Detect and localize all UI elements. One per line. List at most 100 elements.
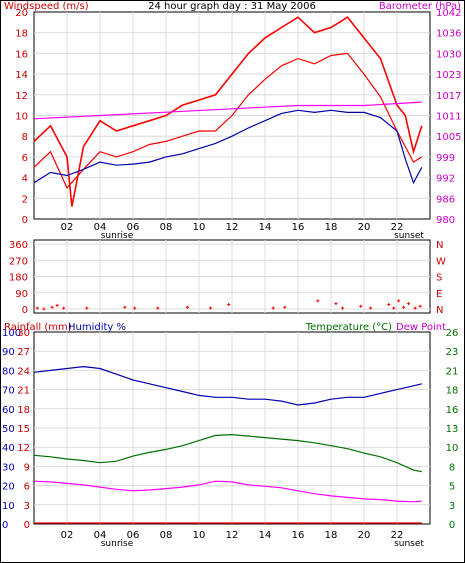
barometer-tick-label: 1036	[436, 29, 461, 40]
humidity-x-tick-label: 04	[94, 530, 107, 541]
direction-tick-label: 180	[9, 273, 28, 284]
sunset-label: sunset	[394, 231, 424, 241]
wind-direction-point	[35, 306, 39, 310]
humidity-tick-label: 50	[2, 424, 15, 435]
humidity-x-tick-label: 16	[292, 530, 305, 541]
wind-x-tick-label: 12	[226, 222, 239, 233]
wind-direction-point	[418, 304, 422, 308]
humidity-tick-label: 10	[2, 501, 15, 512]
wind-direction-point	[185, 305, 189, 309]
wind-tick-label: 0	[22, 215, 28, 226]
humidity-tick-label: 100	[2, 328, 21, 339]
barometer-tick-label: 1017	[436, 91, 461, 102]
wind-direction-point	[334, 302, 338, 306]
wind-x-tick-label: 20	[358, 222, 371, 233]
humidity-x-tick-label: 20	[358, 530, 371, 541]
temperature-tick-label: 3	[449, 501, 455, 512]
wind-x-tick-label: 22	[391, 222, 404, 233]
wind-x-tick-label: 04	[94, 222, 107, 233]
wind-direction-point	[156, 306, 160, 310]
temperature-tick-label: 18	[446, 386, 459, 397]
compass-tick-label: N	[436, 240, 443, 251]
series-windspeed	[33, 52, 423, 189]
temperature-tick-label: 8	[449, 462, 455, 473]
wind-direction-point	[227, 302, 231, 306]
barometer-tick-label: 1011	[436, 112, 461, 123]
humidity-tick-label: 60	[2, 405, 15, 416]
rainfall-axis-label: Rainfall (mm)	[4, 322, 72, 333]
direction-tick-label: 0	[22, 305, 28, 316]
wind-direction-point	[392, 306, 396, 310]
wind-tick-label: 12	[15, 91, 28, 102]
wind-direction-point	[85, 306, 89, 310]
compass-tick-label: S	[436, 273, 442, 284]
temperature-tick-label: 10	[446, 443, 459, 454]
barometer-tick-label: 1030	[436, 49, 461, 60]
temperature-tick-label: 26	[446, 328, 459, 339]
humidity-tick-label: 40	[2, 443, 15, 454]
humidity-axis-label: Humidity %	[68, 322, 126, 333]
wind-direction-point	[316, 299, 320, 303]
temperature-tick-label: 13	[446, 424, 459, 435]
wind-direction-point	[283, 305, 287, 309]
wind-direction-point	[133, 306, 137, 310]
humidity-tick-label: 90	[2, 347, 15, 358]
wind-tick-label: 4	[22, 174, 28, 185]
series-dew-point	[33, 480, 422, 503]
direction-tick-label: 90	[15, 289, 28, 300]
wind-x-tick-label: 18	[325, 222, 338, 233]
temperature-tick-label: 16	[446, 405, 459, 416]
rain-tick-label: 30	[17, 328, 30, 339]
barometer-tick-label: 999	[436, 153, 455, 164]
dewpoint-axis-label: Dew Point	[396, 322, 446, 333]
rain-tick-label: 3	[24, 501, 30, 512]
direction-tick-label: 270	[9, 256, 28, 267]
humidity-tick-label: 30	[2, 462, 15, 473]
compass-tick-label: W	[436, 256, 446, 267]
direction-tick-label: 360	[9, 240, 28, 251]
wind-tick-label: 8	[22, 132, 28, 143]
wind-direction-point	[271, 306, 275, 310]
wind-x-tick-label: 02	[61, 222, 74, 233]
rain-tick-label: 27	[17, 347, 30, 358]
wind-direction-point	[62, 306, 66, 310]
wind-direction-point	[55, 303, 59, 307]
rain-tick-label: 21	[17, 386, 30, 397]
barometer-tick-label: 986	[436, 194, 455, 205]
wind-x-tick-label: 08	[160, 222, 173, 233]
humidity-x-tick-label: 22	[391, 530, 404, 541]
windspeed-axis-label: Windspeed (m/s)	[4, 1, 89, 12]
wind-tick-label: 20	[15, 8, 28, 19]
temperature-tick-label: 5	[449, 482, 455, 493]
humidity-x-tick-label: 06	[127, 530, 140, 541]
series-temperature	[33, 433, 422, 473]
rain-tick-label: 18	[17, 405, 30, 416]
wind-tick-label: 6	[22, 153, 28, 164]
humidity-tick-label: 80	[2, 366, 15, 377]
series-humidity	[33, 365, 422, 406]
graph-title: 24 hour graph day : 31 May 2006	[148, 1, 316, 12]
wind-x-tick-label: 10	[193, 222, 206, 233]
wind-direction-point	[341, 306, 345, 310]
barometer-tick-label: 1005	[436, 132, 461, 143]
rain-tick-label: 9	[24, 462, 30, 473]
humidity-x-tick-label: 18	[325, 530, 338, 541]
series-barometer	[33, 101, 422, 120]
humidity-x-tick-label: 02	[61, 530, 74, 541]
rain-tick-label: 12	[17, 443, 30, 454]
wind-direction-point	[359, 304, 363, 308]
temperature-axis-label: Temperature (°C)	[305, 322, 392, 333]
rain-tick-label: 0	[24, 520, 30, 531]
rain-tick-label: 6	[24, 482, 30, 493]
wind-direction-point	[413, 306, 417, 310]
series-average	[33, 109, 423, 185]
wind-direction-point	[397, 299, 401, 303]
wind-tick-label: 10	[15, 112, 28, 123]
humidity-tick-label: 0	[2, 520, 8, 531]
rain-tick-label: 15	[17, 424, 30, 435]
humidity-tick-label: 20	[2, 482, 15, 493]
